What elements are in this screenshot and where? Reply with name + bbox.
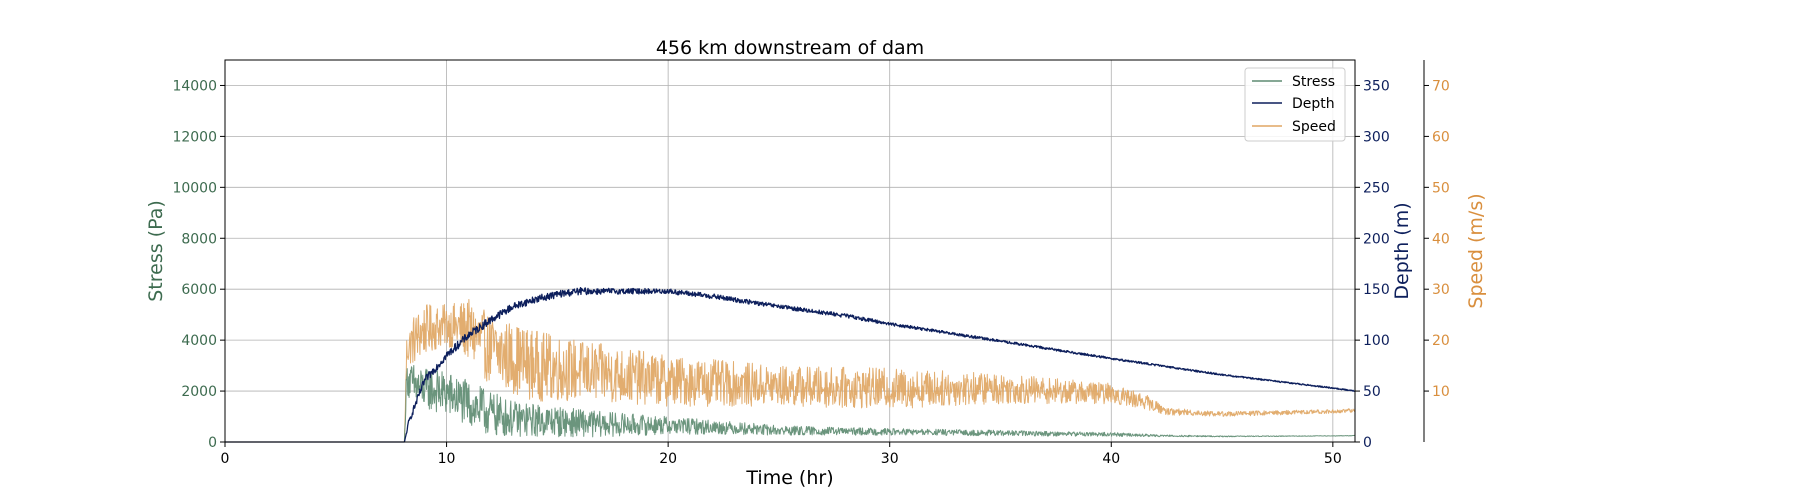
plot-frame — [224, 59, 1356, 443]
depth-tick-label: 200 — [1363, 231, 1390, 247]
legend: Stress Depth Speed — [1244, 67, 1346, 142]
depth-tick-label: 0 — [1363, 435, 1372, 451]
legend-speed-label: Speed — [1292, 119, 1336, 135]
axes: 0 10 20 30 40 5002000400060008000100001200014… — [172, 60, 1450, 467]
stress-tick-label: 8000 — [181, 231, 217, 247]
depth-tick-label: 150 — [1363, 282, 1390, 298]
series-line-depth — [224, 287, 1356, 443]
speed-tick-label: 70 — [1432, 78, 1450, 94]
stress-tick-label: 4000 — [181, 333, 217, 349]
series-line-stress — [224, 365, 1356, 443]
depth-axis-title: Depth (m) — [1391, 202, 1413, 299]
x-tick-label: 0 — [221, 451, 230, 467]
speed-tick-label: 60 — [1432, 129, 1450, 145]
x-tick-label: 20 — [659, 451, 677, 467]
x-tick-label: 40 — [1102, 451, 1120, 467]
x-tick-label: 50 — [1324, 451, 1342, 467]
speed-tick-label: 50 — [1432, 180, 1450, 196]
speed-tick-label: 30 — [1432, 282, 1450, 298]
depth-tick-label: 100 — [1363, 333, 1390, 349]
x-tick-label: 10 — [438, 451, 456, 467]
stress-tick-label: 2000 — [181, 384, 217, 400]
x-axis-title: Time (hr) — [745, 467, 833, 489]
legend-box — [1244, 67, 1346, 142]
stress-tick-label: 0 — [208, 435, 217, 451]
stress-axis-title: Stress (Pa) — [145, 200, 167, 302]
x-tick-label: 30 — [881, 451, 899, 467]
series-lines — [224, 287, 1356, 443]
chart-title: 456 km downstream of dam — [656, 37, 924, 59]
legend-depth-label: Depth — [1292, 96, 1335, 112]
legend-stress-label: Stress — [1292, 74, 1335, 90]
speed-tick-label: 40 — [1432, 231, 1450, 247]
depth-tick-label: 300 — [1363, 129, 1390, 145]
speed-tick-label: 10 — [1432, 384, 1450, 400]
speed-tick-label: 20 — [1432, 333, 1450, 349]
stress-tick-label: 10000 — [172, 180, 217, 196]
depth-tick-label: 250 — [1363, 180, 1390, 196]
stress-tick-label: 6000 — [181, 282, 217, 298]
stress-tick-label: 14000 — [172, 78, 217, 94]
speed-axis-title: Speed (m/s) — [1465, 193, 1487, 308]
depth-tick-label: 50 — [1363, 384, 1381, 400]
series-line-speed — [224, 299, 1356, 443]
stress-tick-label: 12000 — [172, 129, 217, 145]
depth-tick-label: 350 — [1363, 78, 1390, 94]
